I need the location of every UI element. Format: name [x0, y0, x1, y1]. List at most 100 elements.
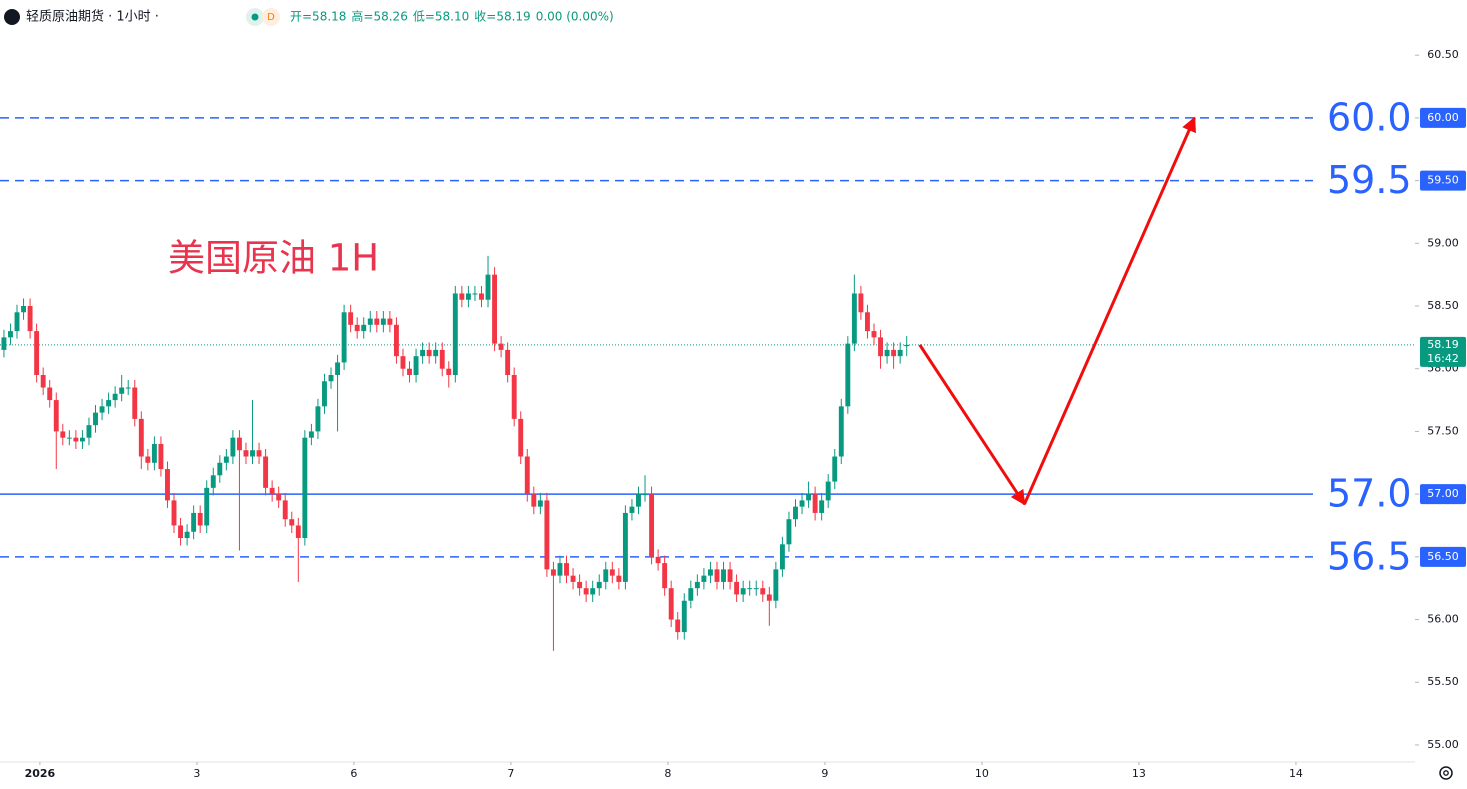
candle-body	[675, 619, 681, 633]
candle-body	[701, 575, 707, 582]
candle-body	[459, 293, 465, 300]
x-tick-label: 10	[975, 767, 989, 780]
candle-body	[609, 569, 615, 576]
candle-body	[106, 400, 112, 407]
candle-body	[217, 462, 223, 476]
x-tick-label: 9	[821, 767, 828, 780]
candle-body	[263, 456, 269, 488]
candle-body	[1, 337, 7, 350]
candle-body	[707, 569, 713, 576]
candle-body	[400, 356, 406, 369]
candle-body	[361, 324, 367, 332]
candle-body	[766, 594, 772, 601]
candle-body	[439, 349, 445, 369]
candle-body	[184, 531, 190, 539]
annotation: 美国原油 1H	[168, 237, 379, 280]
candle-body	[452, 293, 458, 375]
level-tag	[1420, 484, 1466, 505]
candle-body	[315, 406, 321, 432]
last-price-time: 16:42	[1427, 352, 1459, 365]
candle-body	[60, 431, 66, 438]
candle-body	[773, 569, 779, 601]
level-label: 57.0	[1327, 472, 1412, 516]
candle-body	[335, 362, 341, 375]
candle-body	[806, 494, 812, 501]
candle-body	[243, 450, 249, 457]
candle-body	[171, 500, 177, 526]
candle-body	[819, 500, 825, 513]
candle-body	[734, 581, 740, 595]
candle-body	[407, 368, 412, 375]
delay-badge	[262, 8, 280, 26]
candle-body	[472, 293, 478, 295]
candle-body	[151, 443, 157, 463]
projection-arrow	[1023, 116, 1196, 505]
settings-icon[interactable]	[1439, 766, 1453, 780]
candle-body	[387, 318, 393, 325]
level-tag	[1420, 170, 1466, 191]
candle-body	[570, 575, 576, 582]
candle-body	[596, 581, 602, 589]
candle-body	[694, 581, 700, 589]
candle-body	[871, 331, 877, 338]
level-tag-text: 60.00	[1427, 111, 1459, 124]
candle-body	[426, 349, 432, 357]
ohlc-value: 收=58.19	[474, 10, 530, 24]
candle-body	[845, 343, 851, 407]
candle-body	[191, 512, 197, 532]
candle-body	[760, 588, 766, 595]
candle-body	[341, 312, 347, 363]
candle-body	[282, 500, 288, 520]
candle-body	[380, 318, 386, 325]
candle-body	[145, 456, 151, 463]
candle-body	[269, 487, 275, 495]
candle-body	[544, 500, 550, 570]
candle-body	[302, 437, 308, 539]
candle-body	[210, 475, 216, 488]
candle-body	[465, 293, 471, 300]
candle-body	[328, 374, 334, 382]
candle-body	[753, 588, 759, 590]
candle-body	[256, 450, 262, 457]
candle-body	[897, 349, 903, 357]
candle-body	[393, 324, 399, 357]
candle-body	[433, 349, 439, 357]
candle-body	[825, 481, 831, 501]
candle-body	[446, 368, 452, 375]
candle-body	[86, 425, 92, 438]
candle-body	[668, 588, 674, 620]
symbol-title: 轻质原油期货 · 1小时 ·	[26, 9, 159, 25]
candle-body	[891, 349, 897, 357]
candle-body	[838, 406, 844, 457]
candle-body	[779, 544, 785, 570]
candle-body	[420, 349, 426, 357]
status-dot	[251, 13, 259, 21]
ohlc-value: 高=58.26	[351, 9, 407, 24]
candle-body	[858, 293, 864, 313]
candle-body	[367, 318, 373, 325]
level-tag	[1420, 546, 1466, 567]
candle-body	[629, 506, 635, 513]
candle-body	[642, 494, 648, 496]
candle-body	[125, 387, 131, 389]
candle-body	[289, 519, 295, 526]
candle-body	[851, 293, 857, 344]
y-tick-label: 60.50	[1427, 48, 1459, 61]
candle-body	[786, 519, 792, 545]
candle-body	[112, 393, 118, 401]
candle-body	[34, 331, 40, 375]
x-tick-label: 3	[193, 767, 200, 780]
candle-body	[583, 588, 589, 595]
candle-body	[93, 412, 98, 426]
candle-body	[348, 312, 354, 325]
candle-body	[878, 337, 883, 357]
candle-body	[47, 387, 53, 401]
candle-body	[531, 494, 537, 507]
candle-body	[99, 406, 105, 413]
candle-body	[132, 387, 138, 419]
candle-body	[636, 494, 641, 507]
candle-body	[688, 588, 694, 601]
projection-arrow	[918, 344, 1026, 506]
candle-body	[204, 487, 210, 526]
